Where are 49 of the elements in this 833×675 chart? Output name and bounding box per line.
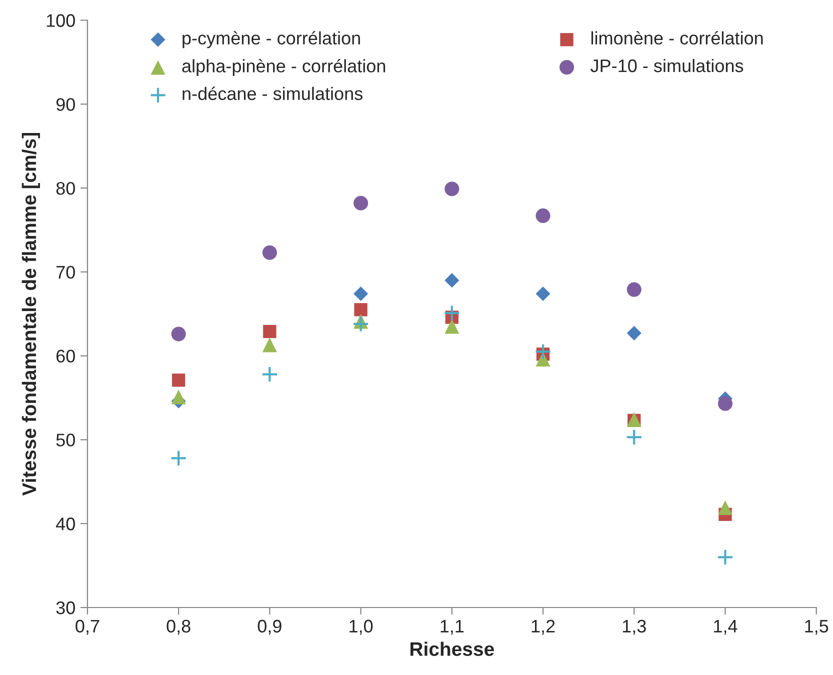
x-tick-label: 1,3 [622,620,646,635]
point [354,303,368,316]
legend-label: JP-10 - simulations [590,58,744,72]
point [263,324,276,338]
x-tick-label: 1,0 [350,620,373,635]
y-tick-label: 60 [56,350,75,363]
y-tick-label: 70 [56,266,75,279]
y-tick-label: 40 [56,518,75,530]
x-tick-label: 0,7 [76,620,100,635]
legend-label: p-cymène - corrélation [182,31,360,48]
legend-label: n-décane - simulations [182,86,362,100]
x-tick-label: 1,4 [714,620,738,635]
point [718,500,733,515]
y-tick-label: 50 [56,434,75,446]
x-tick-label: 0,9 [258,620,282,635]
point [718,396,733,411]
x-axis-title: Richesse [410,642,494,656]
point [261,366,278,383]
point [716,548,734,566]
x-tick-label: 1,5 [805,620,828,635]
y-tick-label: 30 [56,601,75,614]
point [172,374,186,387]
x-tick-label: 0,8 [166,620,190,635]
point [352,316,370,332]
point [171,326,186,342]
point [444,319,460,334]
point [536,286,550,302]
point [444,182,460,196]
point [534,343,552,360]
y-tick-label: 100 [46,14,75,27]
point [170,450,187,466]
point [262,338,277,352]
x-tick-label: 1,1 [440,620,464,635]
point [354,286,368,302]
point [262,245,277,260]
point [626,428,642,446]
x-tick-label: 1,2 [532,620,555,635]
y-tick-label: 90 [56,98,75,111]
legend-label: alpha-pinène - corrélation [182,58,386,76]
point [536,208,550,224]
y-tick-label: 80 [56,182,75,195]
point [444,304,460,322]
legend-label: limonène - corrélation [591,31,763,45]
point [626,326,642,340]
point [626,282,642,297]
point [171,390,186,404]
point [444,273,460,288]
point [354,196,368,210]
y-axis-title: Vitesse fondamentale de flamme [cm/s] [22,133,40,496]
